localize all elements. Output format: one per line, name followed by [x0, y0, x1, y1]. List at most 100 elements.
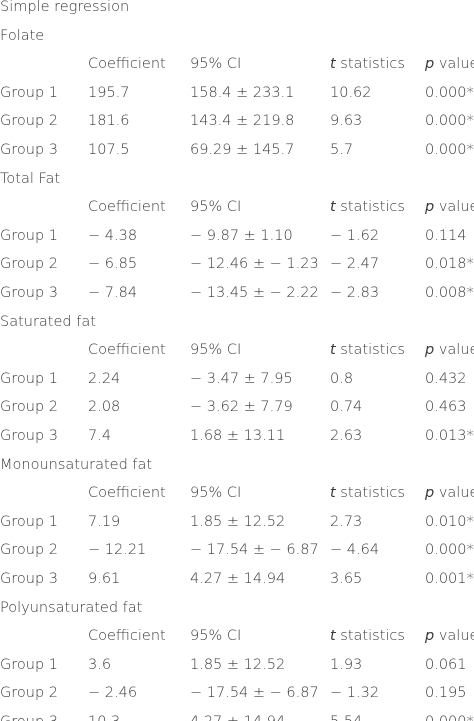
cell-value: 181.6 [88, 113, 130, 130]
row-label: Group 1 [0, 656, 58, 673]
cell-value: − 7.84 [88, 285, 138, 301]
cell-value: 5.7 [330, 142, 354, 158]
cell-value: 195.7 [88, 84, 130, 101]
column-header: p value [425, 628, 474, 645]
column-header: 95% CI [190, 199, 242, 216]
row-label: Group 1 [0, 227, 58, 244]
column-header: t statistics [330, 342, 405, 359]
column-header: Coefficient [88, 485, 166, 502]
cell-value: 0.114 [425, 227, 467, 244]
cell-value: 1.68 ± 13.11 [190, 428, 286, 444]
section-name: Monounsaturated fat [0, 456, 153, 473]
cell-value: 1.85 ± 12.52 [190, 513, 286, 530]
cell-value: 2.24 [88, 370, 121, 387]
cell-value: 2.63 [330, 428, 363, 444]
section-name: Folate [0, 27, 45, 44]
cell-value: 5.54 [330, 712, 362, 721]
cell-value: 4.27 ± 14.94 [190, 712, 285, 721]
cell-value: 107.5 [88, 142, 130, 158]
column-header: Coefficient [88, 628, 166, 645]
section-name: Saturated fat [0, 313, 96, 330]
cell-value: 9.61 [88, 571, 121, 587]
cell-value: 0.463 [425, 399, 467, 416]
column-header: 95% CI [190, 485, 242, 502]
cell-value: 0.013* [425, 428, 474, 444]
cell-value: 0.010* [425, 513, 474, 530]
row-label: Group 3 [0, 285, 58, 301]
row-label: Group 2 [0, 399, 58, 416]
cell-value: − 4.64 [330, 542, 380, 559]
cell-value: − 17.54 ± − 6.87 [190, 685, 319, 702]
cell-value: 7.4 [88, 428, 112, 444]
cell-value: 1.93 [330, 656, 363, 673]
column-header: t statistics [330, 56, 405, 73]
section-name: Polyunsaturated fat [0, 599, 143, 616]
row-label: Group 1 [0, 84, 58, 101]
cell-value: − 17.54 ± − 6.87 [190, 542, 319, 559]
cell-value: 0.195 [425, 685, 467, 702]
cell-value: 3.6 [88, 656, 112, 673]
row-label: Group 3 [0, 571, 58, 587]
cell-value: − 1.62 [330, 227, 380, 244]
cell-value: 0.008* [425, 285, 474, 301]
row-label: Group 1 [0, 513, 58, 530]
cell-value: − 1.32 [330, 685, 380, 702]
cell-value: 7.19 [88, 513, 121, 530]
column-header: Coefficient [88, 56, 166, 73]
column-header: t statistics [330, 485, 405, 502]
cell-value: 0.001* [425, 571, 474, 587]
column-header: t statistics [330, 628, 405, 645]
cell-value: − 3.62 ± 7.79 [190, 399, 293, 416]
cell-value: 10.3 [88, 712, 120, 721]
row-label: Group 3 [0, 428, 58, 444]
cell-value: 2.73 [330, 513, 363, 530]
cell-value: − 4.38 [88, 227, 138, 244]
column-header: p value [425, 199, 474, 216]
cell-value: 4.27 ± 14.94 [190, 571, 286, 587]
cell-value: 9.63 [330, 113, 363, 130]
row-label: Group 1 [0, 370, 58, 387]
cell-value: − 2.47 [330, 256, 380, 273]
row-label: Group 3 [0, 712, 58, 721]
cell-value: 3.65 [330, 571, 363, 587]
column-header: p value [425, 342, 474, 359]
cell-value: 0.000* [425, 712, 474, 721]
cell-value: − 3.47 ± 7.95 [190, 370, 293, 387]
cell-value: − 9.87 ± 1.10 [190, 227, 293, 244]
row-label: Group 2 [0, 256, 58, 273]
column-header: p value [425, 485, 474, 502]
cell-value: 0.000* [425, 542, 474, 559]
cell-value: 2.08 [88, 399, 121, 416]
column-header: 95% CI [190, 342, 242, 359]
cell-value: − 2.46 [88, 685, 138, 702]
cell-value: 158.4 ± 233.1 [190, 84, 295, 101]
column-header: Coefficient [88, 342, 166, 359]
cell-value: 143.4 ± 219.8 [190, 113, 295, 130]
cell-value: 0.061 [425, 656, 467, 673]
cell-value: 0.000* [425, 84, 474, 101]
row-label: Group 2 [0, 113, 58, 130]
column-header: 95% CI [190, 628, 242, 645]
cell-value: − 12.46 ± − 1.23 [190, 256, 319, 273]
column-header: Coefficient [88, 199, 166, 216]
section-name: Total Fat [0, 170, 61, 187]
cell-value: − 6.85 [88, 256, 138, 273]
cell-value: 0.018* [425, 256, 474, 273]
column-header: t statistics [330, 199, 405, 216]
column-header: p value [425, 56, 474, 73]
cell-value: 10.62 [330, 84, 372, 101]
cell-value: 1.85 ± 12.52 [190, 656, 286, 673]
cell-value: − 2.83 [330, 285, 380, 301]
cell-value: − 12.21 [88, 542, 147, 559]
table-title: Simple regression [0, 0, 130, 15]
cell-value: − 13.45 ± − 2.22 [190, 285, 319, 301]
cell-value: 69.29 ± 145.7 [190, 142, 295, 158]
row-label: Group 3 [0, 142, 58, 158]
cell-value: 0.000* [425, 142, 474, 158]
cell-value: 0.8 [330, 370, 354, 387]
row-label: Group 2 [0, 542, 58, 559]
cell-value: 0.000* [425, 113, 474, 130]
cell-value: 0.432 [425, 370, 467, 387]
cell-value: 0.74 [330, 399, 363, 416]
